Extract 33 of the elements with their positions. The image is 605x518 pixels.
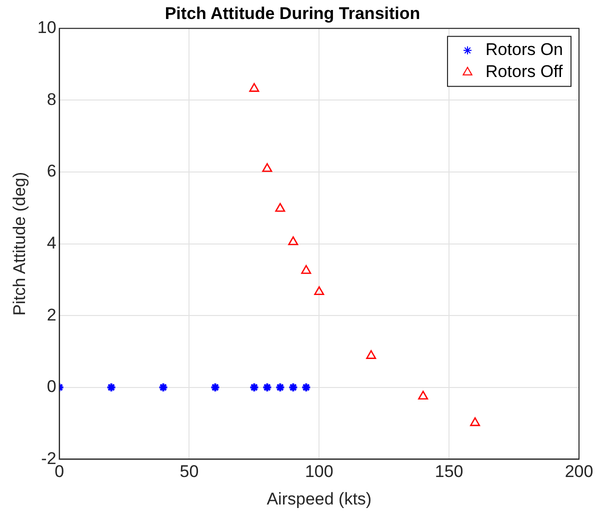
y-tick-label: 2 xyxy=(46,305,56,324)
x-tick-label: 50 xyxy=(180,462,199,482)
y-axis-title: Pitch Attitude (deg) xyxy=(10,172,29,316)
y-tick-label: 4 xyxy=(46,233,56,252)
point xyxy=(288,382,298,392)
y-tick-label: 8 xyxy=(46,90,56,109)
point xyxy=(262,163,272,172)
point xyxy=(314,286,324,296)
y-tick-label: 10 xyxy=(37,18,56,38)
point xyxy=(288,236,298,246)
point xyxy=(249,83,260,92)
chart-title: Pitch Attitude During Transition xyxy=(164,4,420,23)
point xyxy=(249,382,260,392)
point xyxy=(106,382,116,392)
point xyxy=(210,382,220,392)
point xyxy=(275,382,286,392)
point xyxy=(301,382,312,392)
point xyxy=(418,390,428,400)
point xyxy=(301,265,312,274)
x-tick-label: 100 xyxy=(304,462,334,482)
legend-label: Rotors On xyxy=(486,40,564,60)
x-tick-label: 150 xyxy=(434,462,464,482)
y-tick-label: -2 xyxy=(41,448,56,468)
y-tick-label: 6 xyxy=(46,162,56,181)
x-axis-title: Airspeed (kts) xyxy=(266,489,372,508)
point xyxy=(158,382,168,392)
point xyxy=(275,202,286,212)
point xyxy=(366,350,376,359)
legend-label: Rotors Off xyxy=(486,62,563,82)
point xyxy=(262,382,272,392)
y-tick-label: 0 xyxy=(46,377,56,396)
x-tick-label: 200 xyxy=(564,462,594,482)
point xyxy=(470,417,480,426)
